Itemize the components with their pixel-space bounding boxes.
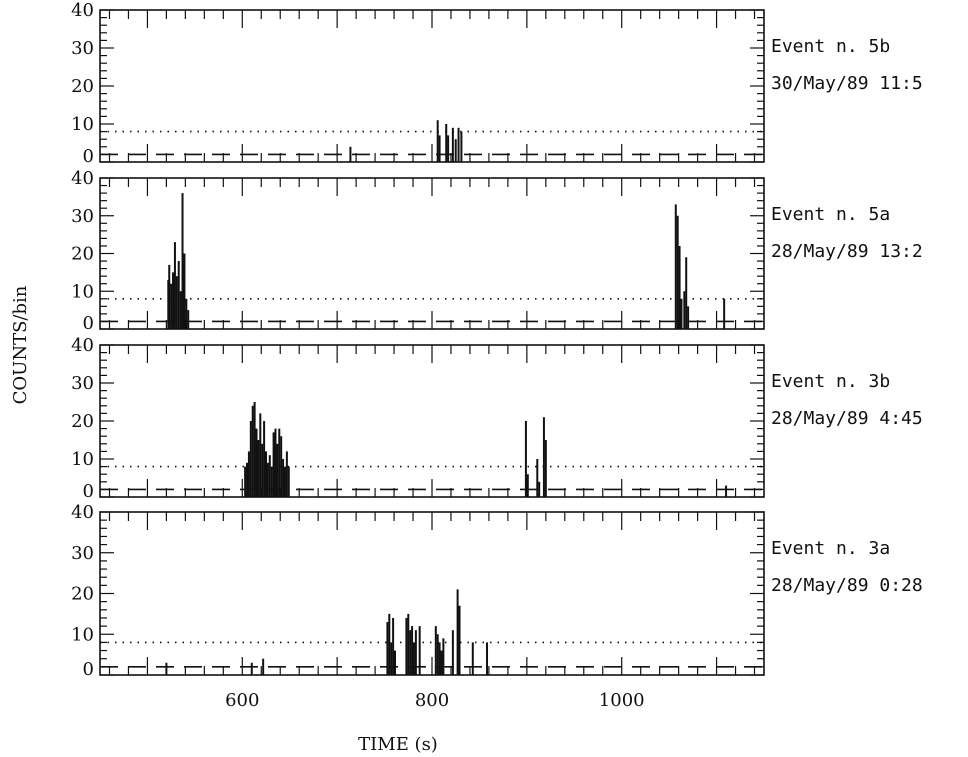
- x-axis-label: TIME (s): [358, 734, 438, 755]
- y-tick-label: 40: [71, 335, 94, 356]
- panel-1: [99, 9, 765, 163]
- x-tick-label: 600: [225, 690, 259, 711]
- panel-4: [99, 511, 765, 676]
- y-tick-label: 20: [71, 411, 94, 432]
- y-tick-label: 0: [83, 481, 94, 502]
- panels-group: [99, 9, 765, 676]
- y-tick-label: 0: [83, 659, 94, 680]
- event-label: Event n. 3b: [771, 371, 890, 392]
- x-tick-label: 800: [415, 690, 449, 711]
- y-tick-label: 10: [71, 624, 94, 645]
- y-tick-label: 30: [71, 373, 94, 394]
- y-tick-label: 40: [71, 168, 94, 189]
- event-date: 30/May/89 11:5: [771, 73, 923, 94]
- x-tick-label: 1000: [599, 690, 645, 711]
- y-tick-label: 10: [71, 449, 94, 470]
- event-label: Event n. 5b: [771, 36, 890, 57]
- panel-3: [99, 344, 765, 498]
- y-tick-label: 0: [83, 313, 94, 334]
- y-tick-label: 20: [71, 584, 94, 605]
- event-date: 28/May/89 4:45: [771, 408, 923, 429]
- panel-frame: [99, 344, 765, 498]
- panel-frame: [99, 9, 765, 163]
- y-tick-label: 20: [71, 244, 94, 265]
- panel-2: [99, 177, 765, 330]
- x-tick-labels: 600 800 1000: [225, 690, 645, 711]
- y-tick-label: 30: [71, 38, 94, 59]
- y-tick-label: 0: [83, 146, 94, 167]
- event-labels: Event n. 5b 30/May/89 11:5 Event n. 5a 28/M…: [771, 36, 923, 596]
- event-label: Event n. 3a: [771, 538, 890, 559]
- event-label: Event n. 5a: [771, 204, 890, 225]
- event-date: 28/May/89 13:2: [771, 241, 923, 262]
- y-tick-label: 40: [71, 0, 94, 21]
- panel-frame: [99, 511, 765, 676]
- panel-frame: [99, 177, 765, 330]
- y-tick-label: 10: [71, 114, 94, 135]
- y-tick-label: 10: [71, 281, 94, 302]
- y-tick-label: 30: [71, 206, 94, 227]
- y-tick-label: 30: [71, 543, 94, 564]
- y-tick-label: 20: [71, 76, 94, 97]
- event-date: 28/May/89 0:28: [771, 575, 923, 596]
- y-axis-label: COUNTS/bin: [10, 285, 31, 404]
- y-tick-label: 40: [71, 502, 94, 523]
